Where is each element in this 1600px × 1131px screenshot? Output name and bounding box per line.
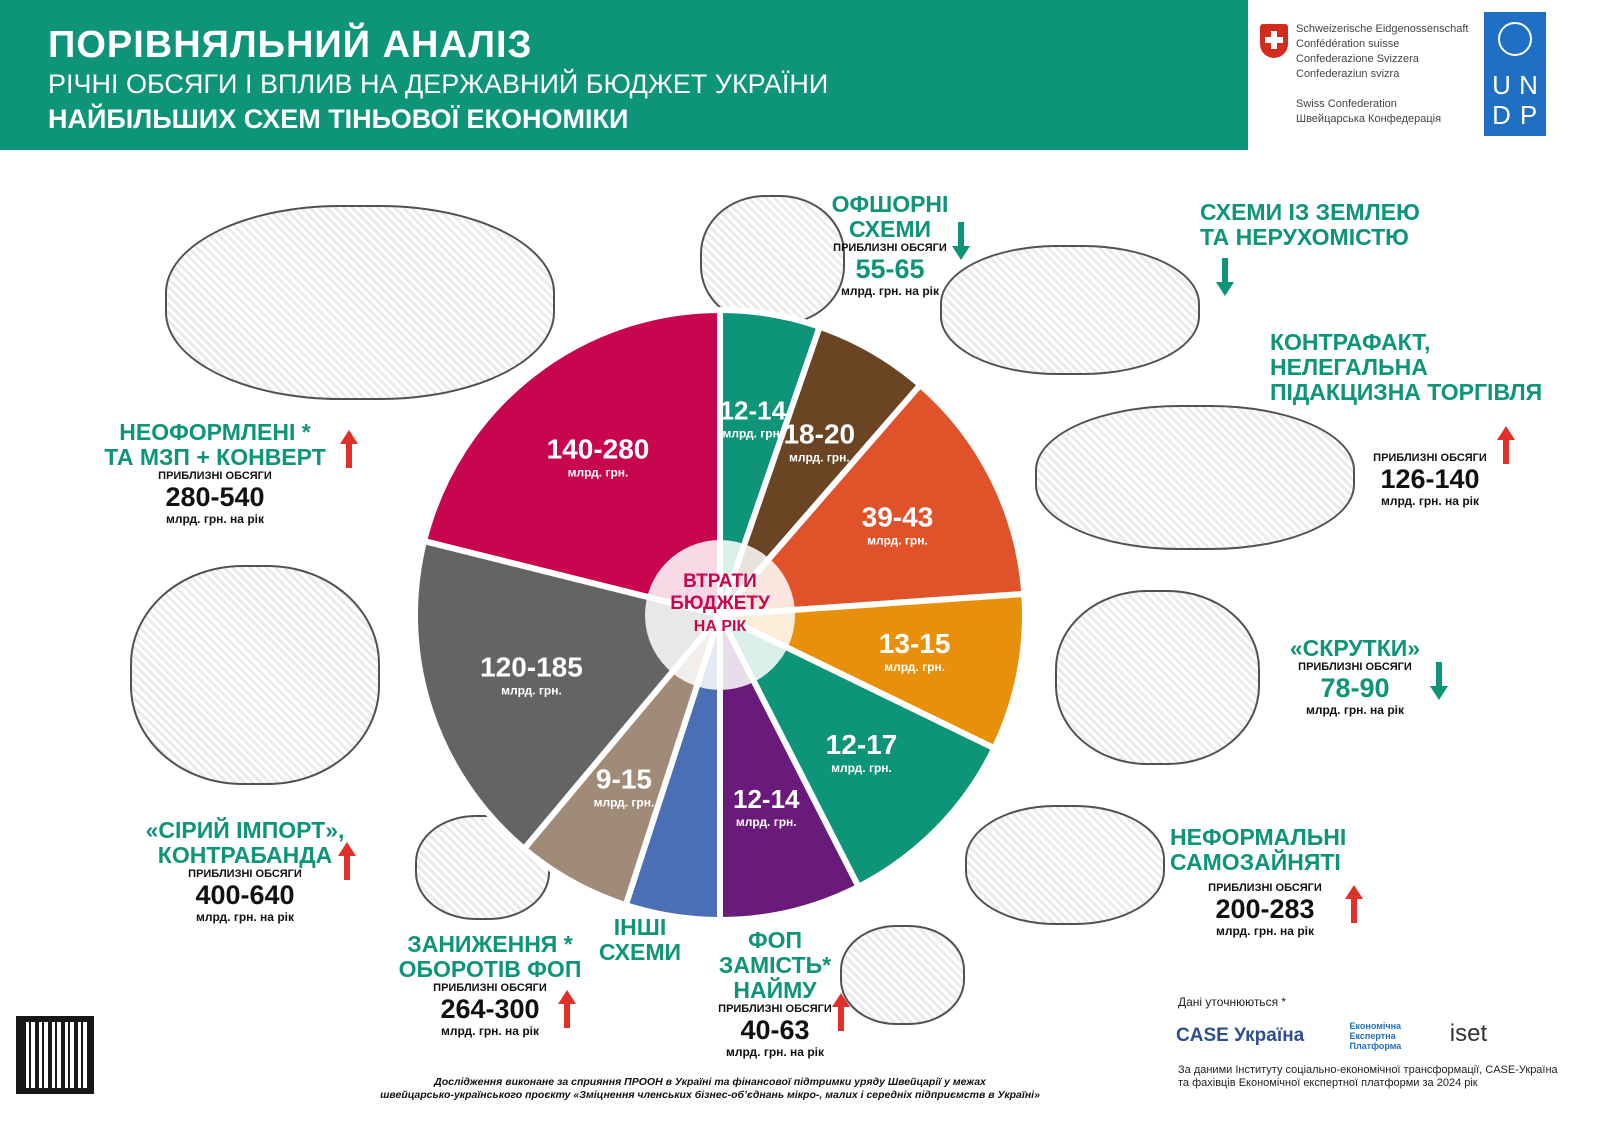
center-label: НА РІК xyxy=(694,618,747,635)
slice-value-label: 13-15 xyxy=(879,628,951,659)
arrow-down-icon xyxy=(952,222,970,260)
slice-unit-label: млрд. грн. xyxy=(867,534,928,548)
footer-credits: Дослідження виконане за сприяння ПРООН в… xyxy=(380,1076,1040,1101)
arrow-up-icon xyxy=(558,990,576,1028)
partner-logos: Schweizerische Eidgenossenschaft Confédér… xyxy=(1256,12,1600,140)
slice-value-label: 9-15 xyxy=(596,763,652,794)
scheme-selfemployed: НЕФОРМАЛЬНІ САМОЗАЙНЯТІ xyxy=(1170,824,1347,875)
walrus-illustration xyxy=(700,195,845,325)
eep-logo: Економічна Експертна Платформа xyxy=(1349,1020,1402,1051)
arrow-up-icon xyxy=(338,842,356,880)
pie-slice xyxy=(412,537,726,854)
slice-value-label: 39-43 xyxy=(862,502,934,533)
scheme-counterfeit-value: ПРИБЛИЗНІ ОБСЯГИ 126-140 млрд. грн. на р… xyxy=(1373,452,1487,508)
data-note: Дані уточнюються * xyxy=(1178,995,1287,1009)
pie-slice xyxy=(713,608,999,891)
arrow-up-icon xyxy=(1345,885,1363,923)
swiss-confederation-text: Schweizerische Eidgenossenschaft Confédér… xyxy=(1296,23,1469,125)
rhino-illustration xyxy=(165,205,555,400)
wolf-illustration xyxy=(840,925,965,1025)
slice-unit-label: млрд. грн. xyxy=(568,466,629,480)
tiger-illustration xyxy=(1035,405,1355,550)
scheme-counterfeit: КОНТРАФАКТ, НЕЛЕГАЛЬНА ПІДАКЦИЗНА ТОРГІВ… xyxy=(1270,329,1543,405)
scheme-land: СХЕМИ ІЗ ЗЕМЛЕЮ ТА НЕРУХОМІСТЮ xyxy=(1200,199,1420,250)
scheme-fop-hire: ФОП ЗАМІСТЬ* НАЙМУ ПРИБЛИЗНІ ОБСЯГИ 40-6… xyxy=(718,927,832,1060)
scheme-other: ІНШІ СХЕМИ xyxy=(598,914,682,965)
slice-value-label: 120-185 xyxy=(480,651,583,682)
scheme-fop-turnover: ЗАНИЖЕННЯ * ОБОРОТІВ ФОП ПРИБЛИЗНІ ОБСЯГ… xyxy=(398,931,582,1039)
scheme-twists: «СКРУТКИ» ПРИБЛИЗНІ ОБСЯГИ 78-90 млрд. г… xyxy=(1289,635,1421,718)
page-title: ПОРІВНЯЛЬНИЙ АНАЛІЗ xyxy=(48,24,533,66)
slice-unit-label: млрд. грн. xyxy=(789,450,850,464)
arrow-up-icon xyxy=(340,430,358,468)
scheme-selfemployed-value: ПРИБЛИЗНІ ОБСЯГИ 200-283 млрд. грн. на р… xyxy=(1208,882,1322,938)
crocodile-illustration xyxy=(940,245,1200,375)
un-globe-icon xyxy=(1498,22,1532,56)
case-ukraine-logo: CASE Україна xyxy=(1176,1025,1305,1046)
pie-slice xyxy=(708,590,1028,753)
arrow-up-icon xyxy=(832,993,850,1031)
pie-slice xyxy=(420,306,723,619)
slice-value-label: 140-280 xyxy=(547,434,650,465)
pie-slice xyxy=(717,613,863,924)
research-logos: CASE Україна Економічна Експертна Платфо… xyxy=(1176,1020,1487,1051)
slice-unit-label: млрд. грн. xyxy=(831,761,892,775)
scheme-offshore: ОФШОРНІ СХЕМИ ПРИБЛИЗНІ ОБСЯГИ 55-65 млр… xyxy=(831,191,949,299)
pie-center xyxy=(645,540,795,690)
lion-illustration xyxy=(1055,590,1260,765)
scheme-unregistered: НЕОФОРМЛЕНІ * ТА МЗП + КОНВЕРТ ПРИБЛИЗНІ… xyxy=(104,419,326,527)
slice-value-label: 12-17 xyxy=(826,729,898,760)
arrow-down-icon xyxy=(1430,662,1448,700)
header: ПОРІВНЯЛЬНИЙ АНАЛІЗ РІЧНІ ОБСЯГИ І ВПЛИВ… xyxy=(0,0,1248,150)
scheme-grey-import: «СІРИЙ ІМПОРТ», КОНТРАБАНДА ПРИБЛИЗНІ ОБ… xyxy=(145,817,345,925)
page-subtitle: РІЧНІ ОБСЯГИ І ВПЛИВ НА ДЕРЖАВНИЙ БЮДЖЕТ… xyxy=(48,69,829,99)
center-label: БЮДЖЕТУ xyxy=(670,593,770,614)
swiss-flag-icon xyxy=(1260,24,1288,58)
slice-value-label: 12-14 xyxy=(720,395,787,425)
iset-logo: iset xyxy=(1449,1020,1488,1047)
arrow-down-icon xyxy=(1216,258,1234,296)
center-label: ВТРАТИ xyxy=(683,571,757,592)
slice-unit-label: млрд. грн. xyxy=(594,795,655,809)
slice-unit-label: млрд. грн. xyxy=(736,815,797,829)
shark-illustration xyxy=(965,805,1165,925)
page-subtitle-2: НАЙБІЛЬШИХ СХЕМ ТІНЬОВОЇ ЕКОНОМІКИ xyxy=(48,104,629,134)
qr-code[interactable] xyxy=(16,1016,94,1094)
slice-value-label: 12-14 xyxy=(733,784,800,814)
data-source: За даними Інституту соціально-економічно… xyxy=(1178,1064,1558,1089)
slice-unit-label: млрд. грн. xyxy=(884,660,945,674)
bear-illustration xyxy=(130,565,380,785)
slice-unit-label: млрд. грн. xyxy=(722,426,783,440)
pie-slice xyxy=(712,380,1028,619)
slice-value-label: 18-20 xyxy=(783,418,855,449)
arrow-up-icon xyxy=(1497,426,1515,464)
slice-unit-label: млрд. грн. xyxy=(501,683,562,697)
